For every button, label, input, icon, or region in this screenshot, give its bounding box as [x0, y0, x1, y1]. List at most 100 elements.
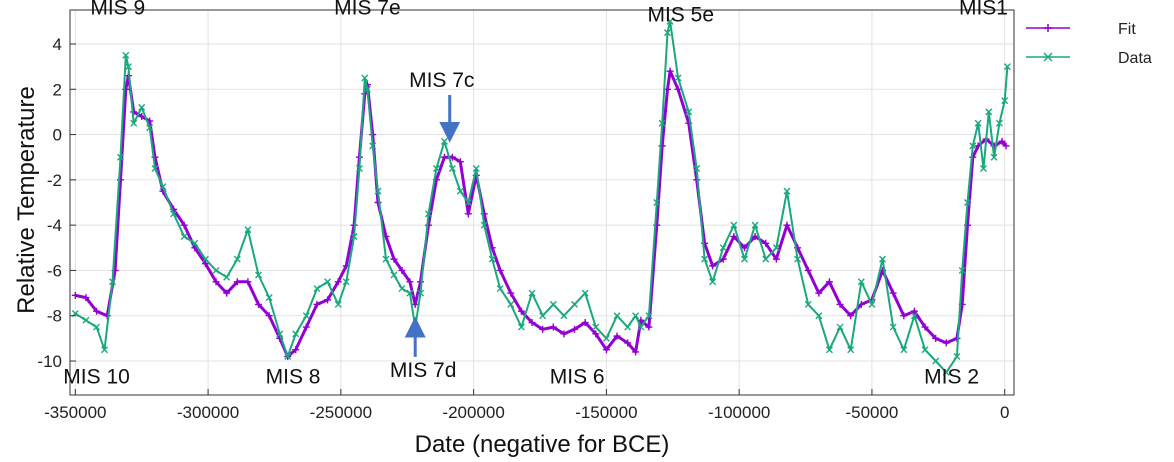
series-data — [71, 17, 1011, 376]
data-point — [334, 300, 342, 308]
data-point — [93, 307, 101, 315]
data-point — [292, 330, 300, 338]
data-point — [637, 323, 645, 331]
data-point — [815, 312, 823, 320]
data-point — [571, 325, 579, 333]
data-point — [740, 244, 748, 252]
data-point — [879, 255, 887, 263]
mis-label: MIS 5e — [647, 3, 714, 26]
data-point — [93, 323, 101, 331]
data-point — [417, 289, 425, 297]
data-point — [191, 239, 199, 247]
data-point — [361, 74, 369, 82]
data-point — [276, 330, 284, 338]
data-point — [772, 255, 780, 263]
data-point — [900, 312, 908, 320]
data-point — [507, 289, 515, 297]
data-point — [456, 158, 464, 166]
data-point — [857, 300, 865, 308]
mis-label: MIS 6 — [550, 366, 605, 389]
data-point — [783, 221, 791, 229]
data-point — [212, 266, 220, 274]
y-tick-label: 0 — [53, 126, 62, 145]
data-point — [342, 278, 350, 286]
data-point — [910, 307, 918, 315]
data-point — [539, 325, 547, 333]
data-point — [496, 285, 504, 293]
data-point — [138, 103, 146, 111]
data-point — [889, 323, 897, 331]
data-point — [709, 262, 717, 270]
data-point — [969, 142, 977, 150]
legend-data-label: Data — [1118, 50, 1152, 67]
series-layer — [71, 17, 1011, 376]
data-point — [472, 165, 480, 173]
data-point — [685, 108, 693, 116]
x-axis-label: Date (negative for BCE) — [415, 431, 670, 458]
data-point — [313, 300, 321, 308]
y-axis-label: Relative Temperature — [13, 86, 40, 314]
data-point — [942, 368, 950, 376]
data-point — [528, 319, 536, 327]
x-tick-label: -300000 — [177, 403, 239, 422]
legend-data-marker — [1043, 52, 1053, 62]
data-point — [624, 339, 632, 347]
data-point — [398, 285, 406, 293]
data-point — [116, 153, 124, 161]
data-point — [995, 119, 1003, 127]
data-point — [602, 346, 610, 354]
data-point — [122, 51, 130, 59]
data-point — [517, 323, 525, 331]
data-point — [560, 312, 568, 320]
data-point — [539, 312, 547, 320]
data-point — [674, 74, 682, 82]
data-point — [847, 312, 855, 320]
data-point — [334, 278, 342, 286]
x-tick-label: -50000 — [845, 403, 898, 422]
mis-label: MIS 8 — [266, 366, 321, 389]
data-point — [170, 210, 178, 218]
data-point — [921, 323, 929, 331]
data-point — [517, 307, 525, 315]
y-tick-label: -6 — [47, 261, 62, 280]
data-point — [398, 266, 406, 274]
data-point — [751, 232, 759, 240]
data-point — [464, 199, 472, 206]
data-point — [507, 300, 515, 308]
data-point — [292, 346, 300, 354]
series-line — [74, 69, 1008, 358]
data-point — [613, 312, 621, 320]
data-point — [602, 334, 610, 342]
data-point — [488, 255, 496, 263]
data-point — [985, 108, 993, 116]
data-point — [979, 165, 987, 173]
data-point — [1003, 63, 1011, 71]
data-point — [645, 323, 653, 331]
data-point — [180, 221, 188, 229]
data-point — [804, 300, 812, 308]
y-tick-label: -10 — [37, 352, 62, 371]
mis-label: MIS 7e — [334, 0, 401, 20]
data-point — [581, 319, 589, 327]
data-point — [101, 346, 109, 354]
data-point — [762, 255, 770, 263]
data-point — [496, 266, 504, 274]
data-point — [910, 312, 918, 320]
x-tick-label: -200000 — [442, 403, 504, 422]
data-point — [406, 289, 414, 297]
data-point — [772, 244, 780, 252]
data-point — [825, 278, 833, 286]
data-point — [103, 312, 111, 320]
data-point — [701, 255, 709, 263]
y-tick-label: 4 — [53, 35, 62, 54]
data-point — [921, 346, 929, 354]
data-point — [953, 353, 961, 360]
data-point — [932, 357, 940, 365]
data-point — [124, 63, 132, 71]
data-point — [825, 346, 833, 354]
data-point — [857, 278, 865, 286]
data-point — [836, 323, 844, 331]
data-point — [549, 323, 557, 331]
x-tick-label: -150000 — [575, 403, 637, 422]
